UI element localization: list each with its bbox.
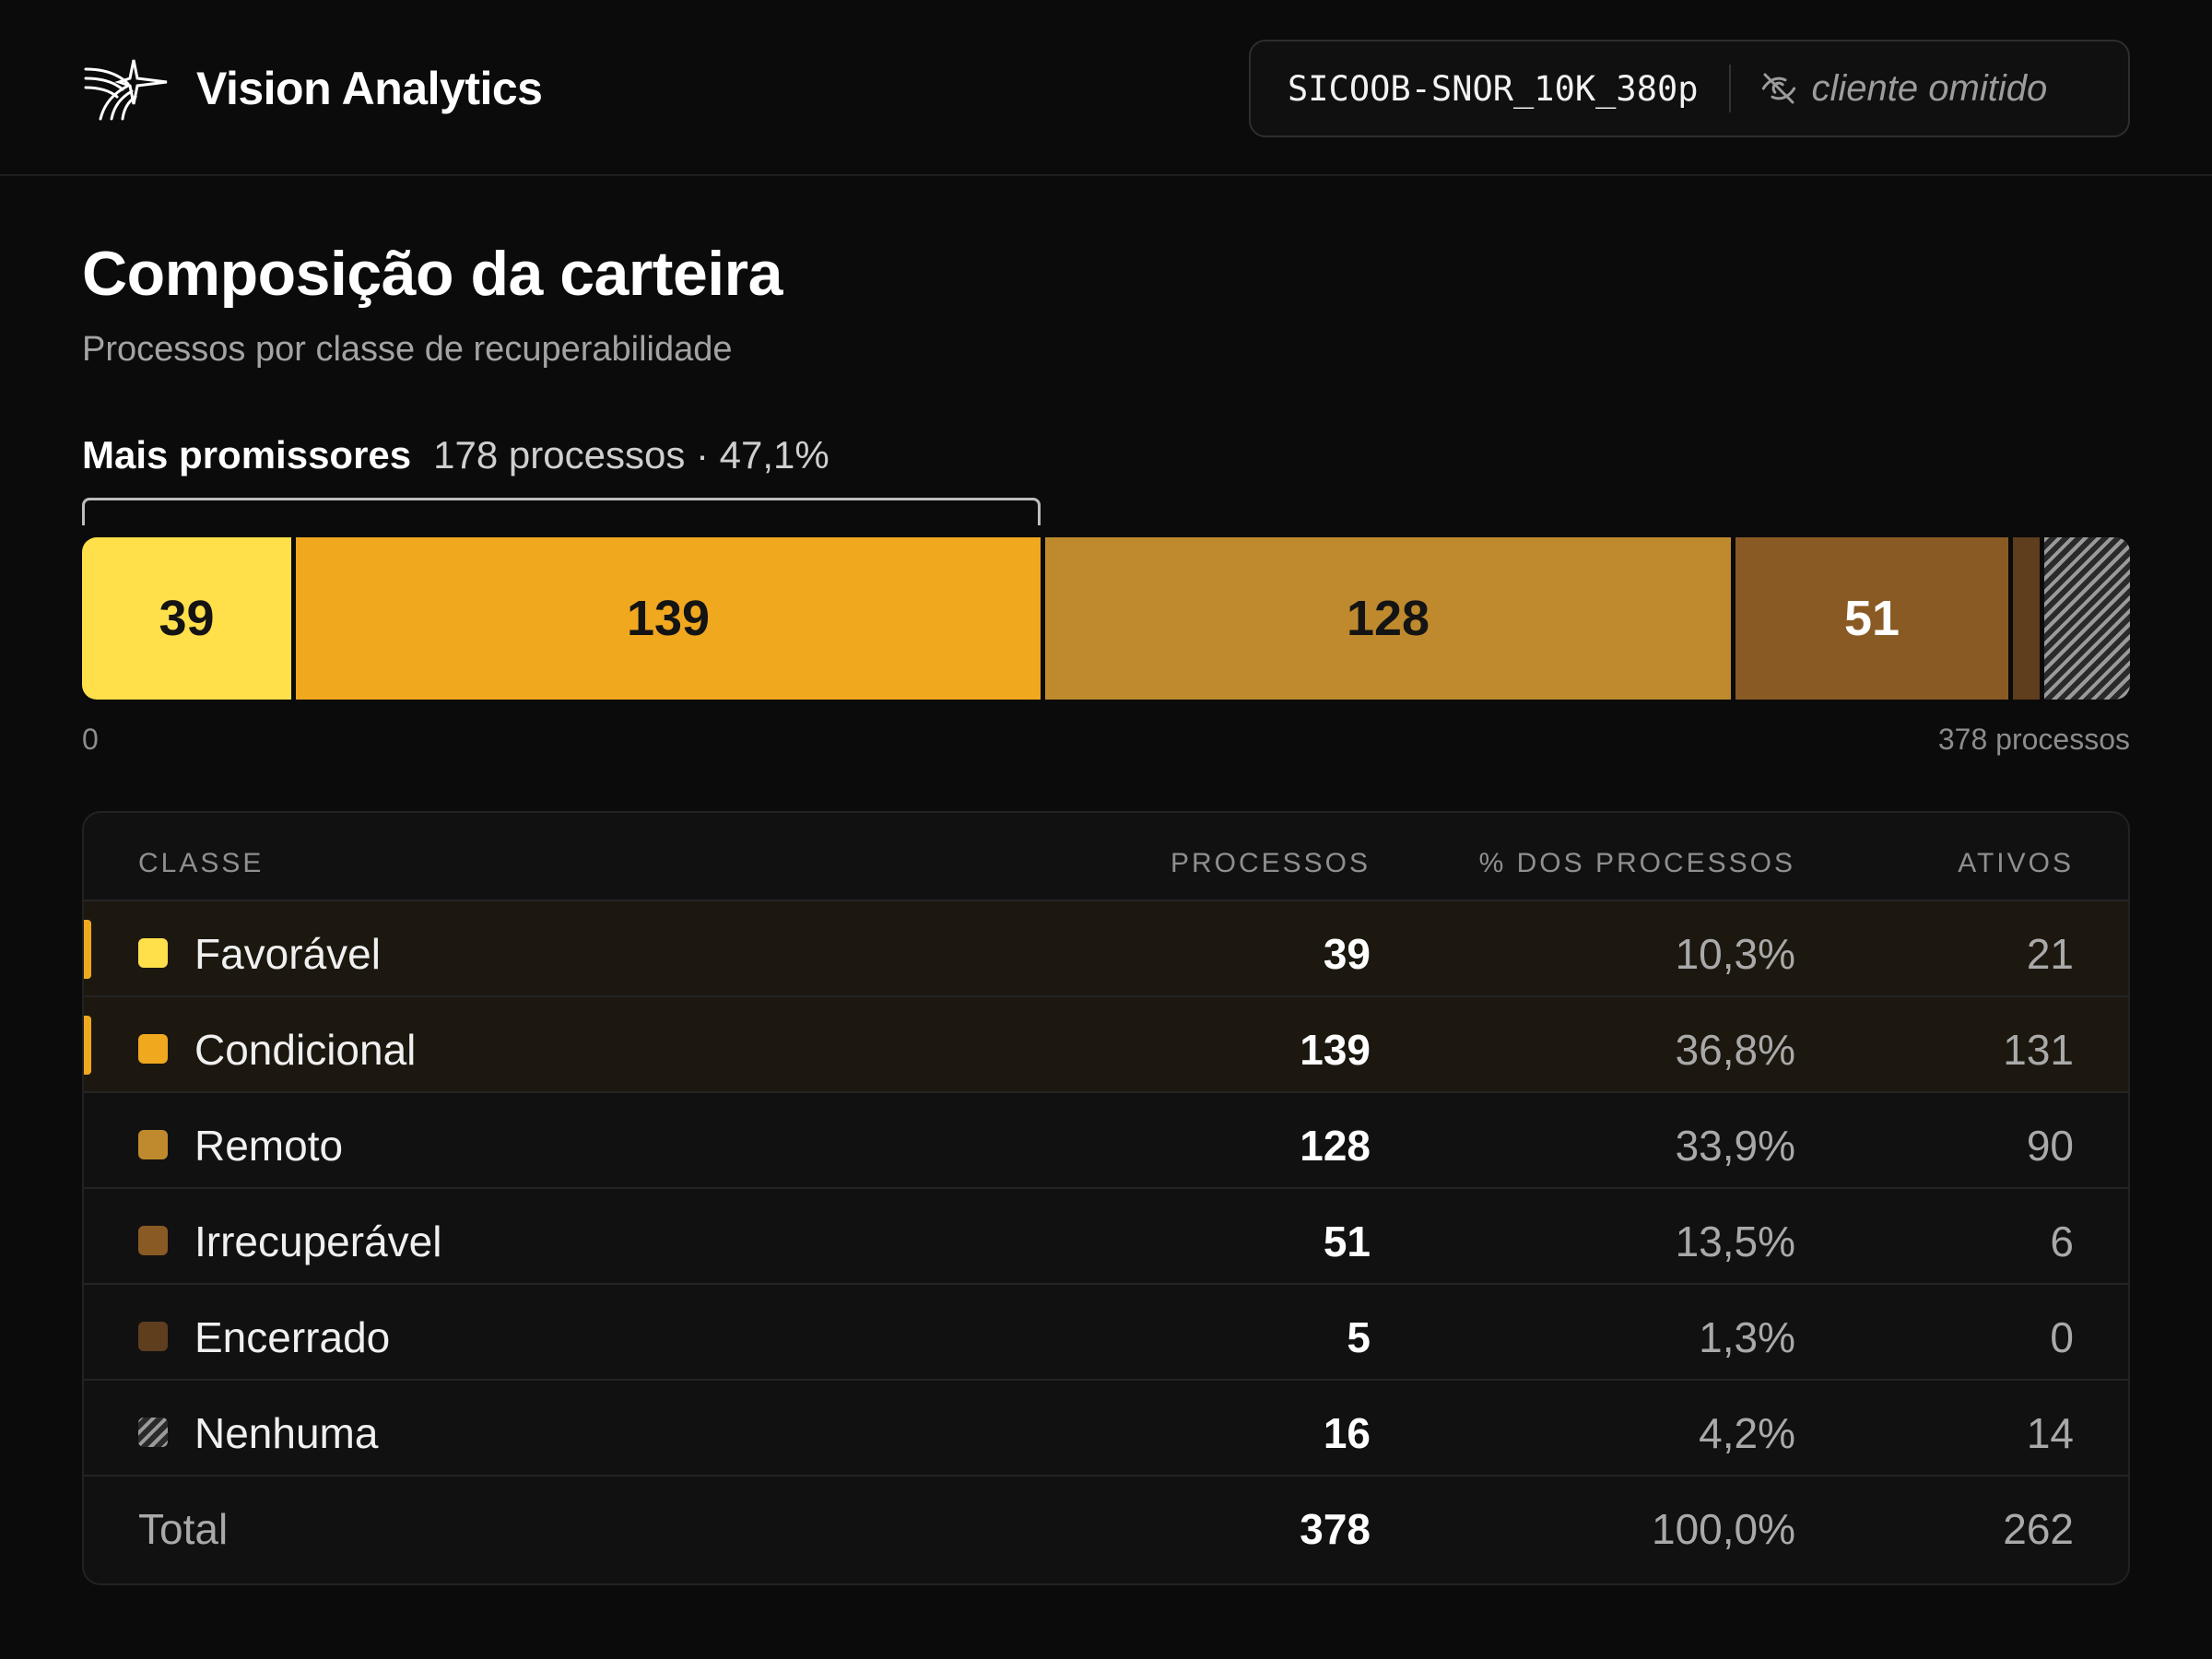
composition-bar: 39 139 128 51	[82, 537, 2130, 700]
total-processos: 378	[1300, 1505, 1371, 1553]
bar-segment-irrecuperavel[interactable]: 51	[1735, 537, 2008, 700]
ativos-value: 90	[2026, 1122, 2074, 1170]
promising-detail: 178 processos · 47,1%	[433, 433, 830, 477]
bar-segment-favoravel[interactable]: 39	[82, 537, 291, 700]
ativos-value: 131	[2003, 1026, 2074, 1074]
pct-value: 4,2%	[1699, 1409, 1795, 1457]
bar-segment-value: 128	[1346, 591, 1430, 646]
total-label: Total	[138, 1505, 229, 1553]
table-row-remoto[interactable]: Remoto 128 33,9% 90	[84, 1093, 2128, 1189]
header-classe: CLASSE	[138, 848, 265, 878]
ativos-value: 6	[2050, 1218, 2074, 1265]
brand-name: Vision Analytics	[196, 63, 543, 114]
table-row-total: Total 378 100,0% 262	[84, 1477, 2128, 1572]
color-swatch	[138, 1226, 168, 1255]
page-subtitle: Processos por classe de recuperabilidade	[82, 330, 733, 369]
ativos-value: 21	[2026, 930, 2074, 978]
promising-bracket	[82, 498, 1041, 525]
bar-segment-value: 39	[159, 591, 215, 646]
client-hidden-indicator[interactable]: cliente omitido	[1760, 67, 2048, 110]
pct-value: 1,3%	[1699, 1313, 1795, 1361]
processos-value: 139	[1300, 1026, 1371, 1074]
header-pct: % DOS PROCESSOS	[1478, 848, 1795, 878]
pct-value: 36,8%	[1675, 1026, 1795, 1074]
header-processos: PROCESSOS	[1170, 848, 1371, 878]
color-swatch	[138, 938, 168, 968]
total-pct: 100,0%	[1651, 1505, 1795, 1553]
color-swatch	[138, 1130, 168, 1159]
bar-segment-encerrado[interactable]	[2013, 537, 2040, 700]
processos-value: 128	[1300, 1122, 1371, 1170]
logo-icon	[84, 59, 168, 121]
client-hidden-label: cliente omitido	[1811, 67, 2048, 109]
header-ativos: ATIVOS	[1958, 848, 2074, 878]
color-swatch	[138, 1418, 168, 1447]
class-name: Irrecuperável	[194, 1218, 442, 1265]
row-highlight-marker	[84, 920, 91, 979]
processos-value: 16	[1323, 1409, 1371, 1457]
pct-value: 33,9%	[1675, 1122, 1795, 1170]
page-title: Composição da carteira	[82, 239, 782, 309]
processos-value: 5	[1347, 1313, 1371, 1361]
processos-value: 39	[1323, 930, 1371, 978]
class-name: Encerrado	[194, 1313, 391, 1361]
table-row-irrecuperavel[interactable]: Irrecuperável 51 13,5% 6	[84, 1189, 2128, 1285]
portfolio-code: SICOOB-SNOR_10K_380p	[1288, 68, 1699, 109]
class-name: Condicional	[194, 1026, 417, 1074]
portfolio-id-pill[interactable]: SICOOB-SNOR_10K_380p cliente omitido	[1249, 40, 2130, 137]
table-row-condicional[interactable]: Condicional 139 36,8% 131	[84, 997, 2128, 1093]
app-header: Vision Analytics SICOOB-SNOR_10K_380p cl…	[0, 0, 2212, 176]
table-row-encerrado[interactable]: Encerrado 5 1,3% 0	[84, 1285, 2128, 1381]
total-ativos: 262	[2003, 1505, 2074, 1553]
ativos-value: 0	[2050, 1313, 2074, 1361]
bar-min-label: 0	[82, 723, 99, 756]
table-row-favoravel[interactable]: Favorável 39 10,3% 21	[84, 901, 2128, 997]
table-header: CLASSE PROCESSOS % DOS PROCESSOS ATIVOS	[84, 813, 2128, 901]
composition-table: CLASSE PROCESSOS % DOS PROCESSOS ATIVOS …	[82, 811, 2130, 1585]
class-name: Favorável	[194, 930, 381, 978]
color-swatch	[138, 1034, 168, 1064]
pct-value: 10,3%	[1675, 930, 1795, 978]
promising-summary: Mais promissores 178 processos · 47,1%	[82, 433, 830, 477]
processos-value: 51	[1323, 1218, 1371, 1265]
eye-off-icon	[1761, 73, 1795, 104]
bar-segment-value: 139	[626, 591, 711, 646]
bar-segment-condicional[interactable]: 139	[296, 537, 1041, 700]
promising-label: Mais promissores	[82, 433, 412, 477]
color-swatch	[138, 1322, 168, 1351]
bar-segment-value: 51	[1843, 591, 1900, 646]
bar-max-label: 378 processos	[1937, 723, 2130, 756]
ativos-value: 14	[2026, 1409, 2074, 1457]
bar-segment-nenhuma[interactable]	[2044, 537, 2130, 700]
pill-divider	[1728, 65, 1731, 112]
class-name: Nenhuma	[194, 1409, 379, 1457]
table-row-nenhuma[interactable]: Nenhuma 16 4,2% 14	[84, 1381, 2128, 1477]
pct-value: 13,5%	[1675, 1218, 1795, 1265]
brand[interactable]: Vision Analytics	[82, 53, 543, 124]
row-highlight-marker	[84, 1016, 91, 1075]
bar-segment-remoto[interactable]: 128	[1045, 537, 1731, 700]
class-name: Remoto	[194, 1122, 344, 1170]
